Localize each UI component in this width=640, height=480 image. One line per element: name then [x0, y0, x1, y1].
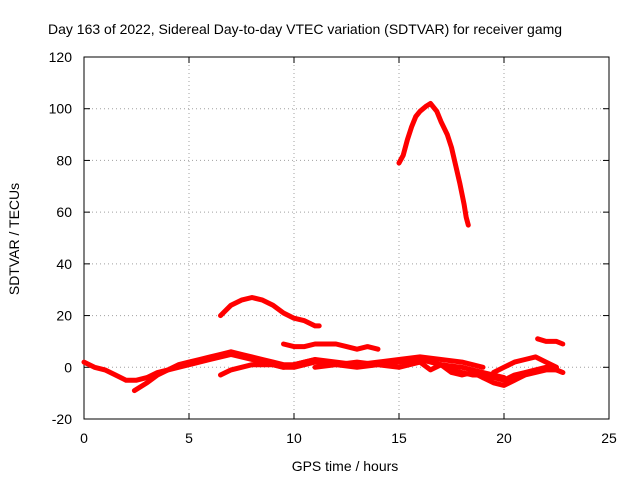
x-tick-label: 0	[80, 430, 88, 446]
y-tick-label: 120	[49, 49, 73, 65]
chart-title: Day 163 of 2022, Sidereal Day-to-day VTE…	[48, 21, 562, 37]
series-line-s12	[480, 367, 566, 388]
y-tick-label: 80	[56, 152, 72, 168]
x-tick-label: 25	[601, 430, 617, 446]
y-tick-label: 40	[56, 256, 72, 272]
y-tick-label: 60	[56, 204, 72, 220]
y-axis-label: SDTVAR / TECUs	[6, 183, 22, 295]
series-line-s11	[491, 354, 559, 375]
y-axis-ticks: -20 0 20 40 60 80 100 120	[49, 49, 609, 427]
series-line-s13	[535, 336, 566, 347]
series-line-s5	[312, 357, 507, 381]
series-line-s4	[291, 354, 486, 370]
x-tick-label: 20	[496, 430, 512, 446]
y-tick-label: 20	[56, 308, 72, 324]
series-line-s3	[218, 359, 318, 378]
x-tick-label: 5	[185, 430, 193, 446]
y-tick-label: -20	[52, 411, 72, 427]
x-tick-label: 15	[391, 430, 407, 446]
series-line-s2	[131, 349, 297, 394]
x-axis-label: GPS time / hours	[292, 458, 399, 474]
y-gridlines	[84, 108, 609, 368]
y-tick-label: 0	[64, 359, 72, 375]
y-tick-label: 100	[49, 101, 73, 117]
x-axis-ticks: 0 5 10 15 20 25	[80, 57, 617, 446]
x-gridlines	[188, 57, 505, 419]
series-line-s9	[396, 101, 471, 228]
series-layer	[81, 101, 566, 394]
series-line-s7	[218, 295, 322, 329]
x-tick-label: 10	[286, 430, 302, 446]
plot-frame	[83, 56, 610, 420]
series-line-s8	[281, 341, 381, 352]
